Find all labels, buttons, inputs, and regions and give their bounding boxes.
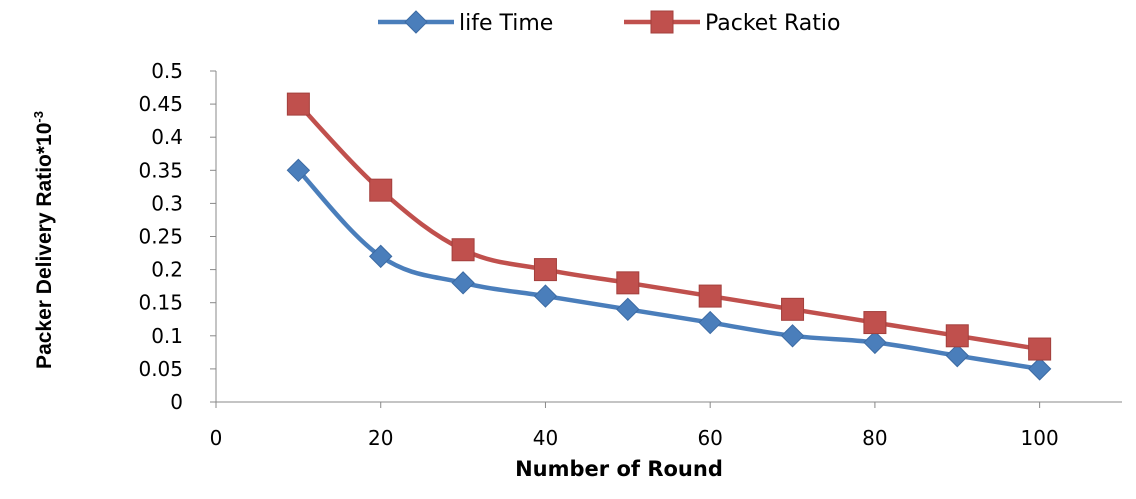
y-tick-label: 0.3 <box>151 191 183 215</box>
y-axis-title: Packer Delivery Ratio*10-3 <box>31 111 56 369</box>
legend-swatch-marker <box>650 10 674 34</box>
y-tick-label: 0.1 <box>151 324 183 348</box>
data-point <box>698 284 722 308</box>
x-tick-label: 80 <box>862 426 887 450</box>
y-tick-label: 0.35 <box>138 158 183 182</box>
data-point <box>369 244 393 269</box>
data-point <box>451 271 475 295</box>
y-tick-label: 0.5 <box>151 59 183 83</box>
x-tick-label: 40 <box>533 426 558 450</box>
data-point <box>533 284 558 308</box>
series-line <box>296 102 1040 352</box>
legend-label: Packet Ratio <box>705 11 840 36</box>
data-point <box>1028 337 1052 361</box>
legend-item: Packet Ratio <box>624 10 840 36</box>
y-tick-label: 0.25 <box>138 225 183 249</box>
data-point <box>945 324 969 348</box>
data-point <box>286 92 310 116</box>
x-tick-label: 60 <box>697 426 722 450</box>
data-point <box>945 343 969 368</box>
plot-area <box>286 92 1052 381</box>
data-point <box>698 310 722 335</box>
data-point <box>616 271 640 295</box>
x-tick-label: 20 <box>368 426 393 450</box>
y-tick-label: 0.45 <box>138 92 183 116</box>
data-point <box>781 297 805 321</box>
data-point <box>286 158 311 183</box>
legend-swatch-marker <box>404 10 428 34</box>
y-tick-label: 0.4 <box>151 125 183 149</box>
legend-label: life Time <box>459 11 553 36</box>
y-tick-label: 0.05 <box>138 357 183 381</box>
data-point <box>863 311 887 335</box>
series-line <box>296 168 1040 372</box>
y-axis-title-superscript: -3 <box>31 111 46 123</box>
data-point <box>369 178 393 202</box>
axes: 0 0.05 0.1 0.15 0.2 0.25 0.3 0.35 0.4 0.45 0.5 0 20 4… <box>138 59 1122 450</box>
series-life-time <box>286 158 1052 381</box>
data-point <box>1027 357 1052 381</box>
x-axis-title: Number of Round <box>515 457 723 481</box>
legend-item: life Time <box>378 10 553 36</box>
series-packet-ratio <box>286 92 1052 361</box>
x-tick-label: 100 <box>1021 426 1059 450</box>
data-point <box>780 324 805 348</box>
x-tick-label: 0 <box>210 426 223 450</box>
data-point <box>451 238 475 262</box>
y-tick-label: 0.15 <box>138 291 183 315</box>
data-point <box>863 330 887 355</box>
y-tick-label: 0.2 <box>151 258 183 282</box>
data-point <box>616 297 640 322</box>
data-point <box>533 258 557 282</box>
legend: life Time Packet Ratio <box>378 10 840 36</box>
y-axis-title-main: Packer Delivery Ratio*10 <box>33 123 56 369</box>
y-tick-label: 0 <box>170 390 183 414</box>
